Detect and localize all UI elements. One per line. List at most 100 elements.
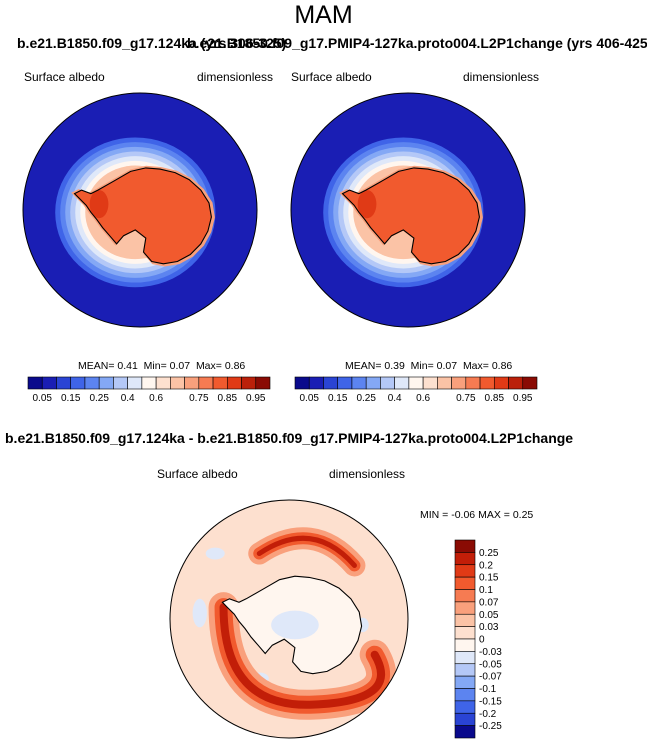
panel1-case-title: b.e21.B1850.f09_g17.124ka (yrs 306-325) [17,35,287,51]
coastline [73,167,212,265]
negative-anomaly-field [192,598,207,628]
colorbar-tick-label: 0.05 [33,393,53,404]
map-boundary [290,92,526,328]
colorbar-2: 0.05 0.15 0.25 0.4 0.6 0.75 0.85 0.95 [294,376,538,404]
mean-value: 0.41 [117,360,138,372]
map-boundary [22,92,258,328]
min-value: 0.07 [169,360,191,372]
min-value: 0.07 [436,360,458,372]
panel1-stats: MEAN= 0.41 Min= 0.07 Max= 0.86 [78,360,245,372]
min-label: MIN = [420,509,449,521]
max-label: Max= [462,360,489,372]
colorbar-tick-label: -0.2 [479,709,497,720]
colorbar-swatch [454,626,476,640]
colorbar-swatch [454,576,476,590]
colorbar-swatch [41,376,57,390]
positive-anomaly-band [219,603,386,709]
colorbar-swatch [27,376,43,390]
colorbar-tick-label: -0.03 [479,647,502,658]
colorbar-swatch [408,376,424,390]
colorbar-tick-label: 0.6 [149,393,163,404]
colorbar-tick-label: -0.15 [479,696,502,707]
map-boundary [169,499,409,739]
colorbar-tick-label: 0.95 [246,393,266,404]
colorbar-tick-label: 0.05 [300,393,320,404]
colorbar-swatch [493,376,509,390]
colorbar-swatch [454,613,476,627]
colorbar-swatch [454,663,476,677]
colorbar-swatch [323,376,339,390]
colorbar-swatch [365,376,381,390]
diff-units-label: dimensionless [329,467,406,481]
colorbar-tick-label: 0.1 [479,585,493,596]
colorbar-tick-label: 0.25 [479,548,499,559]
coastline [221,575,363,675]
colorbar-tick-label: 0.4 [121,393,135,404]
colorbar-tick-label: 0 [479,635,485,646]
map-panel-diff [169,499,409,739]
colorbar-tick-label: 0.25 [356,393,376,404]
colorbar-swatch [454,725,476,739]
mean-label: MEAN= [78,360,115,372]
colorbar-swatch [141,376,157,390]
ice-sheet-field [342,167,480,264]
colorbar-swatch [454,589,476,603]
panel2-case-title: b.e21.B1850.f09_g17.PMIP4-127ka.proto004… [187,35,647,51]
colorbar-tick-label: 0.85 [485,393,505,404]
min-label: Min= [410,360,434,372]
high-albedo-field [357,190,377,219]
colorbar-swatch [198,376,214,390]
colorbar-swatch [522,376,538,390]
positive-anomaly-band [256,535,357,568]
diff-stats: MIN = -0.06 MAX = 0.25 [420,509,533,521]
colorbar-swatch [226,376,242,390]
colorbar-swatch [437,376,452,390]
max-label: MAX = [478,509,510,521]
colorbar-tick-label: 0.75 [456,393,476,404]
mean-value: 0.39 [384,360,405,372]
season-title: MAM [294,1,353,29]
colorbar-swatch [113,376,128,390]
colorbar-swatch [454,651,476,665]
colorbar-tick-label: -0.1 [479,684,497,695]
max-value: 0.25 [512,509,534,521]
panel2-units-label: dimensionless [463,70,540,84]
colorbar-swatch [454,552,476,566]
max-value: 0.86 [224,360,246,372]
colorbar-tick-label: 0.75 [189,393,209,404]
colorbar-swatch [451,376,467,390]
colorbar-tick-label: 0.95 [513,393,533,404]
map-panel-2 [290,92,526,328]
colorbar-swatch [337,376,353,390]
colorbar-swatch [155,376,171,390]
map-panel-1 [22,92,258,328]
panel2-stats: MEAN= 0.39 Min= 0.07 Max= 0.86 [345,360,512,372]
colorbar-swatch [170,376,185,390]
colorbar-swatch [422,376,438,390]
colorbar-tick-label: 0.15 [61,393,81,404]
ice-sheet-field [74,167,212,264]
colorbar-swatch [184,376,200,390]
colorbar-tick-label: 0.85 [218,393,238,404]
colorbar-swatch [479,376,495,390]
colorbar-swatch [294,376,310,390]
min-label: Min= [143,360,167,372]
colorbar-swatch [394,376,410,390]
colorbar-tick-label: 0.15 [479,573,499,584]
diff-case-title: b.e21.B1850.f09_g17.124ka - b.e21.B1850.… [5,430,574,446]
colorbar-diff: 0.250.2 0.150.10.07 0.050.03 0-0.03-0.05 -0.… [454,539,502,739]
colorbar-swatch [508,376,524,390]
colorbar-swatch [127,376,143,390]
colorbar-swatch [308,376,324,390]
colorbar-tick-label: 0.07 [479,597,499,608]
min-value: -0.06 [451,509,476,521]
colorbar-tick-label: 0.2 [479,560,493,571]
high-albedo-field [89,190,109,219]
colorbar-tick-label: 0.03 [479,622,499,633]
colorbar-swatch [70,376,86,390]
panel1-units-label: dimensionless [197,70,274,84]
colorbar-1: 0.05 0.15 0.25 0.4 0.6 0.75 0.85 0.95 [27,376,271,404]
colorbar-swatch [212,376,228,390]
